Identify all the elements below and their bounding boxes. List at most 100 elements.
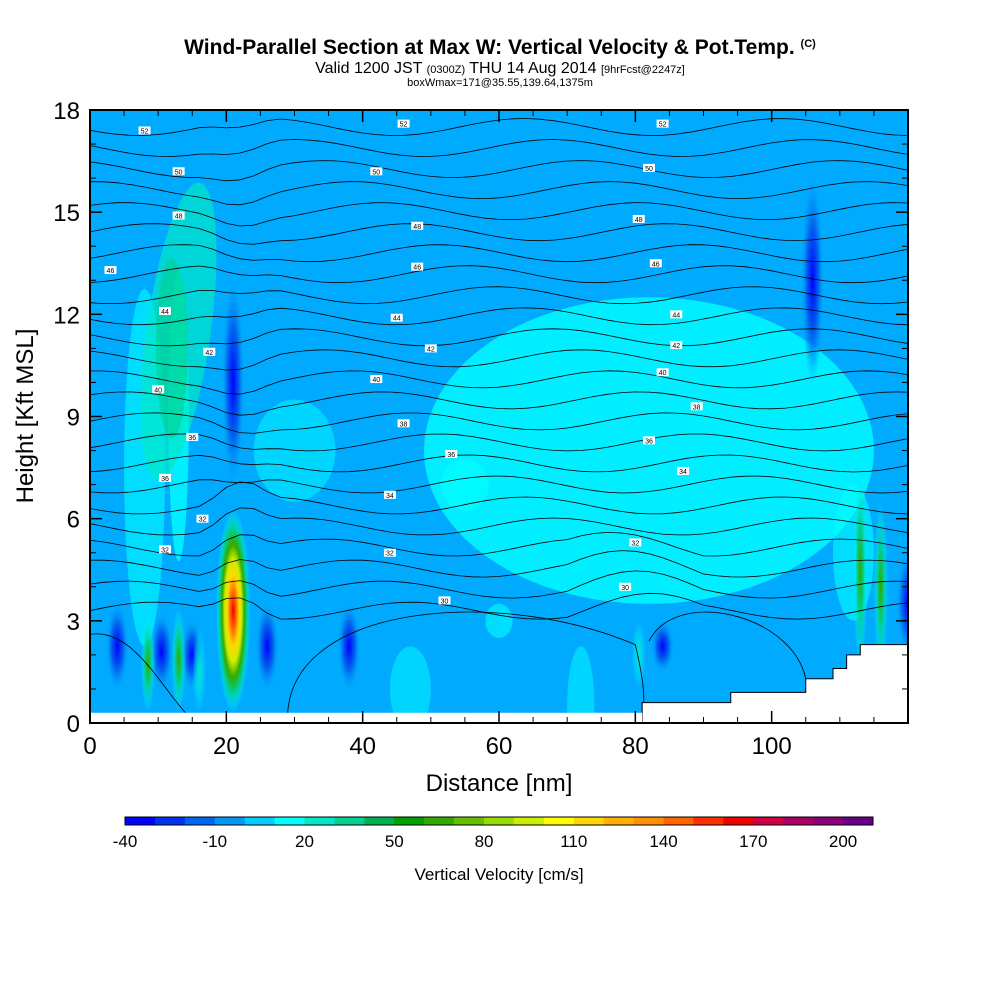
- colorbar-swatch: [813, 817, 844, 825]
- y-tick-label: 15: [53, 200, 80, 227]
- theta-line-44: [90, 307, 908, 326]
- theta-label: 52: [141, 128, 149, 135]
- theta-label: 32: [631, 541, 639, 548]
- theta-label: 52: [659, 122, 667, 129]
- colorbar-tick-label: 170: [739, 832, 767, 851]
- theta-label-bg: [438, 596, 451, 605]
- theta-line-32: [90, 550, 908, 578]
- theta-label-bg: [619, 582, 632, 591]
- velocity-field: [90, 110, 908, 723]
- colorbar-tick-label: 140: [649, 832, 677, 851]
- theta-label-bg: [411, 262, 424, 271]
- theta-label-bg: [670, 340, 683, 349]
- theta-line-30: [90, 592, 908, 620]
- theta-line-43: [90, 328, 908, 347]
- colorbar-swatch: [334, 817, 365, 825]
- colorbar-swatch: [693, 817, 724, 825]
- downdraft-3: [256, 603, 279, 689]
- y-tick-label: 9: [67, 405, 80, 432]
- theta-line-35: [90, 481, 908, 515]
- theta-label-bg: [690, 402, 703, 411]
- downdraft-4: [338, 603, 361, 689]
- theta-line-low-mid: [287, 611, 645, 713]
- theta-label: 42: [205, 350, 213, 357]
- theta-labels: 52 52 52 50 50 50 48 48 48 46 46 46 44 44 44 42 42 42 40 40…: [104, 119, 703, 605]
- colorbar-swatch: [125, 817, 156, 825]
- theta-label: 44: [161, 309, 169, 316]
- theta-label: 36: [645, 438, 653, 445]
- colorbar-tick-label: -40: [113, 832, 138, 851]
- terrain: [90, 644, 909, 724]
- upper-updraft-core: [155, 258, 188, 439]
- theta-label: 40: [372, 377, 380, 384]
- colorbar-swatch: [364, 817, 395, 825]
- colorbar-tick-label: -10: [202, 832, 227, 851]
- theta-line-38: [90, 433, 908, 452]
- theta-line-37: [90, 454, 908, 473]
- theta-label: 30: [621, 585, 629, 592]
- theta-label-bg: [397, 419, 410, 428]
- chart-subtitle-box: boxWmax=171@35.55,139.64,1375m: [407, 77, 593, 89]
- terrain-base: [90, 712, 643, 723]
- theta-label: 46: [413, 265, 421, 272]
- theta-label-bg: [677, 466, 690, 475]
- theta-label: 46: [652, 261, 660, 268]
- title-mark: (C): [800, 38, 816, 50]
- theta-line-49: [90, 202, 908, 227]
- downdraft-1: [150, 614, 173, 689]
- colorbar-swatch: [663, 817, 694, 825]
- downdraft-7: [801, 178, 824, 383]
- theta-line-46: [90, 265, 908, 284]
- theta-label: 36: [161, 476, 169, 483]
- colorbar-tick-label: 20: [295, 832, 314, 851]
- theta-line-41: [90, 370, 908, 395]
- theta-label-bg: [196, 514, 209, 523]
- theta-label-bg: [383, 548, 396, 557]
- cyan-band: [485, 603, 513, 638]
- theta-label: 50: [175, 169, 183, 176]
- theta-label-bg: [158, 473, 171, 482]
- theta-line-33: [90, 531, 908, 557]
- colorbar-swatch: [513, 817, 545, 825]
- theta-label: 38: [693, 404, 701, 411]
- x-tick-label: 80: [622, 733, 649, 760]
- theta-line-36: [90, 475, 908, 494]
- theta-label-bg: [383, 490, 396, 499]
- downdraft-5: [222, 280, 245, 485]
- theta-label-bg: [629, 538, 642, 547]
- colorbar-swatch: [304, 817, 335, 825]
- theta-line-48: [90, 223, 908, 245]
- theta-label: 48: [175, 214, 183, 221]
- chart-subtitle: Valid 1200 JST (0300Z) THU 14 Aug 2014 […: [0, 60, 1000, 78]
- colorbar-label: Vertical Velocity [cm/s]: [414, 865, 583, 884]
- theta-label: 32: [199, 517, 207, 524]
- theta-label: 36: [447, 452, 455, 459]
- theta-label: 38: [400, 421, 408, 428]
- theta-label-bg: [649, 259, 662, 268]
- updraft-0: [140, 614, 155, 713]
- theta-label: 48: [635, 217, 643, 224]
- colorbar-swatch: [573, 817, 605, 825]
- y-tick-label: 12: [53, 302, 80, 329]
- colorbar-swatch: [244, 817, 276, 825]
- colorbar-tick-label: 50: [385, 832, 404, 851]
- colorbar-swatch: [543, 817, 575, 825]
- theta-label: 48: [413, 224, 421, 231]
- theta-label-bg: [203, 347, 216, 356]
- updraft-3: [216, 508, 251, 713]
- downdraft-6: [651, 620, 674, 672]
- colorbar-frame: [124, 816, 874, 826]
- theta-label: 50: [372, 169, 380, 176]
- theta-label-bg: [656, 368, 669, 377]
- theta-label: 36: [188, 435, 196, 442]
- theta-label-bg: [424, 344, 437, 353]
- subtitle-valid: Valid 1200 JST: [315, 60, 423, 77]
- colorbar-swatch: [274, 817, 306, 825]
- theta-label-bg: [172, 211, 185, 220]
- colorbar-swatch: [454, 817, 485, 825]
- updraft-5: [853, 467, 868, 672]
- theta-label-bg: [642, 436, 655, 445]
- theta-label-bg: [411, 221, 424, 230]
- chart-title: Wind-Parallel Section at Max W: Vertical…: [184, 36, 816, 59]
